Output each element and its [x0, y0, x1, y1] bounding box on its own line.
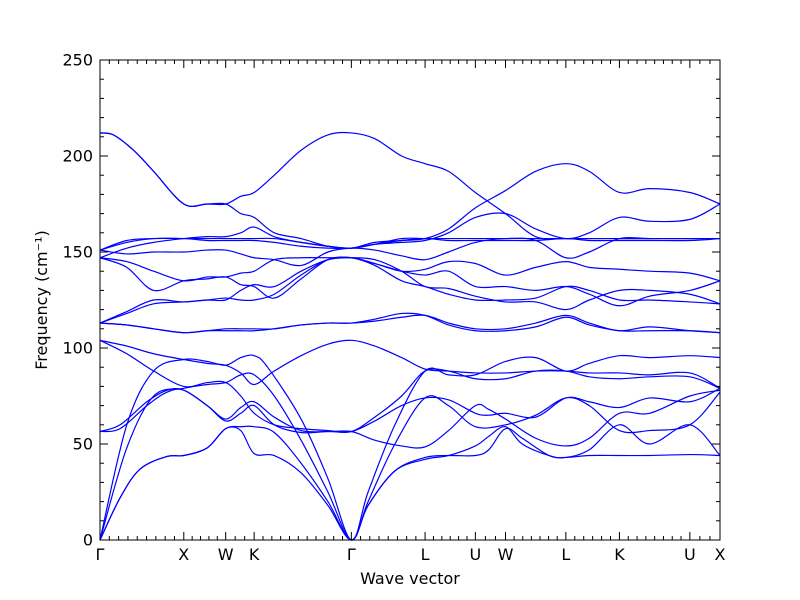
y-tick-labels: 0 50 100 150 200 250	[62, 51, 93, 550]
y-tick-label: 0	[83, 531, 93, 550]
x-tick-label: U	[684, 545, 696, 564]
x-tick-label: X	[715, 545, 726, 564]
phonon-branch-6	[99, 387, 721, 434]
phonon-branch-4	[99, 354, 721, 541]
y-tick-label: 250	[62, 51, 93, 70]
phonon-branch-14	[99, 256, 721, 282]
phonon-branch-17	[99, 236, 720, 267]
x-tick-label: X	[178, 545, 189, 564]
y-tick-label: 100	[62, 339, 93, 358]
y-axis-label: Frequency (cm⁻¹)	[32, 230, 51, 369]
phonon-branch-20	[99, 132, 721, 249]
phonon-branch-18	[99, 203, 721, 259]
x-axis-label: Wave vector	[360, 569, 460, 588]
x-tick-label: L	[561, 545, 570, 564]
y-tick-label: 200	[62, 147, 93, 166]
phonon-branch-3	[99, 372, 721, 541]
x-tick-label: W	[218, 545, 234, 564]
phonon-branch-2	[99, 424, 721, 541]
y-tick-label: 50	[73, 435, 93, 454]
phonon-branch-7	[99, 339, 721, 433]
phonon-branch-8	[99, 339, 721, 389]
phonon-branch-10	[99, 312, 721, 334]
x-tick-label: Γ	[96, 545, 105, 564]
x-tick-label: K	[614, 545, 625, 564]
tick-layer	[99, 59, 721, 541]
x-tick-label: L	[421, 545, 430, 564]
series-layer	[99, 131, 721, 541]
x-tick-label: Γ	[347, 545, 356, 564]
phonon-branch-12	[99, 257, 721, 324]
y-axis-label-text: Frequency	[32, 287, 51, 370]
plot-frame	[99, 59, 721, 541]
x-tick-label: U	[469, 545, 481, 564]
x-tick-label: K	[249, 545, 260, 564]
y-axis-label-unit: (cm⁻¹)	[32, 230, 51, 282]
x-tick-label: W	[498, 545, 514, 564]
y-tick-label: 150	[62, 243, 93, 262]
